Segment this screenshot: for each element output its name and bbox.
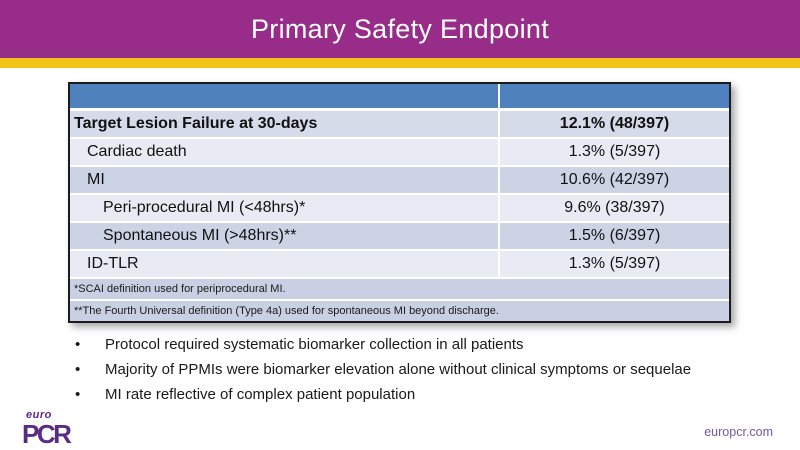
row-value: 1.3% (5/397) bbox=[498, 139, 729, 165]
row-value: 9.6% (38/397) bbox=[498, 195, 729, 221]
bullet-item: MI rate reflective of complex patient po… bbox=[75, 382, 775, 407]
logo-euro-text: euro bbox=[26, 409, 52, 421]
table-footnote: **The Fourth Universal definition (Type … bbox=[70, 299, 729, 321]
header-endpoint-cell bbox=[70, 84, 498, 108]
bullet-item: Protocol required systematic biomarker c… bbox=[75, 332, 775, 357]
row-label: Peri-procedural MI (<48hrs)* bbox=[103, 199, 306, 216]
slide-title-bar: Primary Safety Endpoint bbox=[0, 0, 800, 58]
row-label: ID-TLR bbox=[87, 255, 139, 272]
table-row: Cardiac death 1.3% (5/397) bbox=[70, 137, 729, 165]
table-row: Peri-procedural MI (<48hrs)* 9.6% (38/39… bbox=[70, 193, 729, 221]
row-label: Spontaneous MI (>48hrs)** bbox=[103, 227, 297, 244]
row-label: Target Lesion Failure at 30-days bbox=[74, 115, 318, 132]
table-header-row bbox=[70, 84, 729, 108]
row-label: Cardiac death bbox=[87, 143, 187, 160]
summary-bullet-list: Protocol required systematic biomarker c… bbox=[75, 332, 775, 407]
logo-pcr-text: PCR bbox=[22, 419, 72, 449]
table-row: ID-TLR 1.3% (5/397) bbox=[70, 249, 729, 277]
header-value-cell bbox=[498, 84, 729, 108]
row-value: 1.3% (5/397) bbox=[498, 251, 729, 277]
table-row: Target Lesion Failure at 30-days 12.1% (… bbox=[70, 108, 729, 137]
row-value: 10.6% (42/397) bbox=[498, 167, 729, 193]
europcr-link[interactable]: europcr.com bbox=[704, 425, 773, 439]
gold-accent-strip bbox=[0, 58, 800, 68]
table-footnote: *SCAI definition used for periprocedural… bbox=[70, 277, 729, 299]
row-value: 12.1% (48/397) bbox=[498, 111, 729, 137]
table-row: Spontaneous MI (>48hrs)** 1.5% (6/397) bbox=[70, 221, 729, 249]
table-row: MI 10.6% (42/397) bbox=[70, 165, 729, 193]
page-title: Primary Safety Endpoint bbox=[250, 13, 550, 44]
europcr-logo: euro PCR bbox=[22, 409, 72, 449]
row-label: MI bbox=[87, 171, 105, 188]
safety-endpoint-table: Target Lesion Failure at 30-days 12.1% (… bbox=[68, 82, 731, 323]
row-value: 1.5% (6/397) bbox=[498, 223, 729, 249]
bullet-item: Majority of PPMIs were biomarker elevati… bbox=[75, 357, 775, 382]
